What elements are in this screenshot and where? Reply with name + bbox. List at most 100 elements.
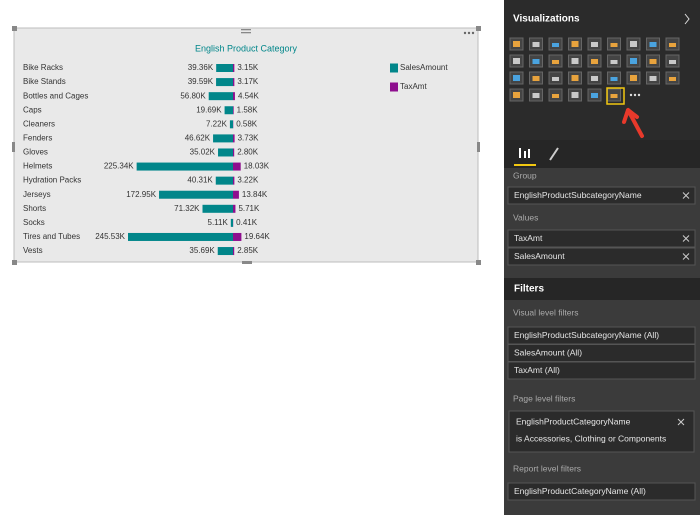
- bar: [218, 247, 233, 255]
- bar: [159, 191, 233, 199]
- viz-glyph: [591, 93, 598, 98]
- viz-glyph: [611, 43, 618, 47]
- category-label: Gloves: [23, 148, 48, 157]
- bar: [231, 219, 233, 227]
- filter-card-label: TaxAmt (All): [514, 365, 560, 375]
- more-visuals[interactable]: [634, 94, 636, 96]
- filter-card-label: EnglishProductCategoryName (All): [514, 486, 646, 496]
- value-label: 2.85K: [237, 246, 259, 255]
- viz-glyph: [591, 76, 598, 81]
- bar: [216, 64, 233, 72]
- filter-condition: is Accessories, Clothing or Components: [516, 433, 666, 443]
- viz-glyph: [533, 59, 540, 64]
- viz-glyph: [552, 77, 559, 81]
- chart-title: English Product Category: [195, 43, 298, 53]
- bar: [230, 120, 233, 128]
- filter-field: EnglishProductCategoryName: [516, 416, 631, 426]
- bar: [233, 191, 239, 199]
- viz-glyph: [611, 60, 618, 64]
- more-visuals[interactable]: [630, 94, 632, 96]
- section-label: Page level filters: [513, 393, 575, 403]
- viz-glyph: [513, 75, 520, 81]
- viz-glyph: [669, 77, 676, 81]
- grip[interactable]: [241, 32, 251, 33]
- value-label: 71.32K: [174, 204, 200, 213]
- bar: [233, 177, 234, 185]
- value-label: 225.34K: [104, 162, 134, 171]
- value-label: 46.62K: [185, 134, 211, 143]
- category-label: Bottles and Cages: [23, 91, 88, 100]
- bar: [216, 78, 233, 86]
- viz-glyph: [611, 77, 618, 81]
- viz-glyph: [650, 76, 657, 81]
- category-label: Caps: [23, 105, 42, 114]
- value-label: 5.71K: [238, 204, 260, 213]
- category-label: Bike Stands: [23, 77, 66, 86]
- value-label: 0.58K: [236, 119, 258, 128]
- viz-glyph: [630, 58, 637, 64]
- more-options[interactable]: [464, 32, 474, 34]
- bar: [233, 134, 235, 142]
- tab-bar: [504, 140, 700, 168]
- value-label: 2.80K: [237, 148, 259, 157]
- bar: [209, 92, 233, 100]
- legend-label: TaxAmt: [400, 82, 427, 91]
- viz-glyph: [513, 41, 520, 47]
- viz-glyph: [572, 75, 579, 81]
- viz-glyph: [552, 60, 559, 64]
- viz-glyph: [513, 92, 520, 98]
- value-label: 3.17K: [237, 77, 259, 86]
- value-label: 13.84K: [242, 190, 268, 199]
- value-label: 3.22K: [237, 176, 259, 185]
- viz-glyph: [611, 94, 618, 98]
- value-label: 245.53K: [95, 232, 125, 241]
- active-tab-marker: [514, 164, 536, 166]
- value-label: 18.03K: [244, 162, 270, 171]
- bar: [233, 64, 234, 72]
- viz-glyph: [591, 42, 598, 47]
- viz-glyph: [572, 58, 579, 64]
- bar: [216, 177, 233, 185]
- bar: [233, 106, 234, 114]
- viz-glyph: [669, 43, 676, 47]
- bar: [233, 163, 241, 171]
- bar: [213, 134, 233, 142]
- value-label: 7.22K: [206, 119, 228, 128]
- filters-title: Filters: [514, 284, 544, 295]
- viz-glyph: [552, 94, 559, 98]
- more-visuals[interactable]: [638, 94, 640, 96]
- value-label: 0.41K: [236, 218, 258, 227]
- section-label: Group: [513, 170, 537, 180]
- value-label: 3.15K: [237, 63, 259, 72]
- grip[interactable]: [241, 29, 251, 30]
- value-label: 19.64K: [244, 232, 270, 241]
- bar: [233, 247, 234, 255]
- viz-glyph: [533, 76, 540, 81]
- viz-glyph: [552, 43, 559, 47]
- viz-glyph: [630, 75, 637, 81]
- viz-glyph: [513, 58, 520, 64]
- value-label: 19.69K: [196, 105, 222, 114]
- value-label: 35.02K: [190, 148, 216, 157]
- value-label: 5.11K: [208, 218, 229, 227]
- viz-glyph: [572, 41, 579, 47]
- bar: [128, 233, 233, 241]
- bar: [233, 78, 234, 86]
- category-label: Hydration Packs: [23, 176, 81, 185]
- category-label: Jerseys: [23, 190, 51, 199]
- legend-swatch: [390, 64, 398, 73]
- category-label: Socks: [23, 218, 45, 227]
- viz-glyph: [572, 92, 579, 98]
- viz-glyph: [533, 42, 540, 47]
- field-well-label: TaxAmt: [514, 233, 543, 243]
- value-label: 40.31K: [187, 176, 213, 185]
- category-label: Cleaners: [23, 119, 55, 128]
- legend-label: SalesAmount: [400, 63, 448, 72]
- category-label: Fenders: [23, 134, 52, 143]
- filter-card-label: SalesAmount (All): [514, 347, 582, 357]
- viz-glyph: [650, 42, 657, 47]
- section-label: Values: [513, 212, 538, 222]
- value-label: 3.73K: [238, 134, 260, 143]
